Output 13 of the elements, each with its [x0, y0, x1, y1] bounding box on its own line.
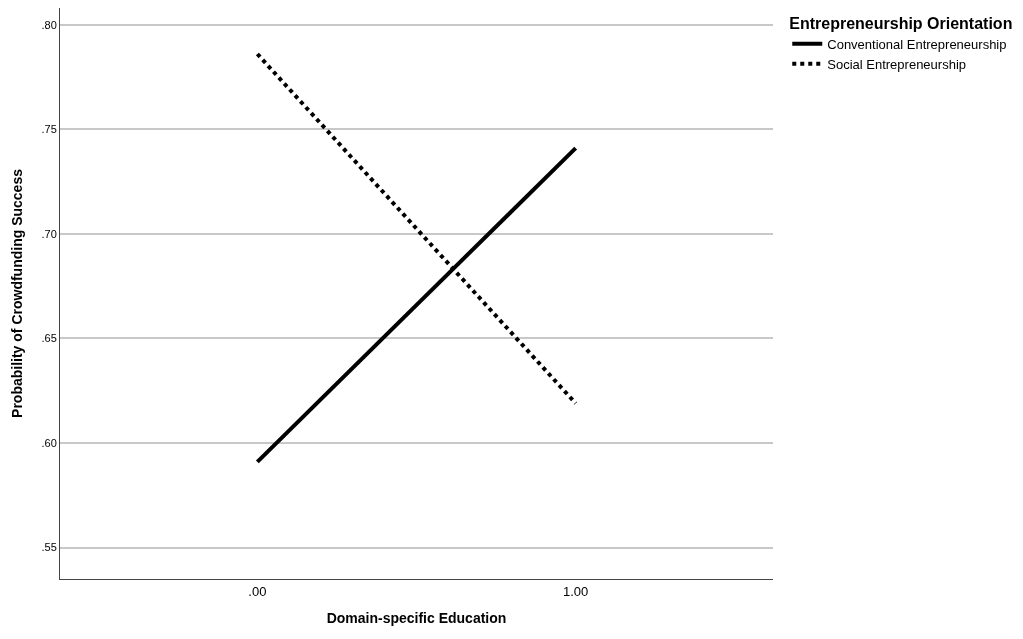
y-tick-label: .80 — [41, 18, 57, 31]
legend-title: Entrepreneurship Orientation — [789, 14, 1013, 32]
y-tick-label: .65 — [41, 332, 57, 345]
y-tick-label: .70 — [41, 227, 57, 240]
y-tick-label: .60 — [41, 436, 57, 449]
x-tick-label: .00 — [248, 583, 267, 599]
y-tick-label: .75 — [41, 123, 57, 136]
legend-label: Conventional Entrepreneurship — [827, 36, 1007, 52]
y-tick-label: .55 — [41, 541, 57, 554]
x-tick-label: 1.00 — [562, 583, 589, 599]
y-axis-title: Probability of Crowdfunding Success — [9, 168, 26, 418]
x-axis-title: Domain-specific Education — [326, 609, 507, 626]
legend-label: Social Entrepreneurship — [827, 56, 967, 72]
